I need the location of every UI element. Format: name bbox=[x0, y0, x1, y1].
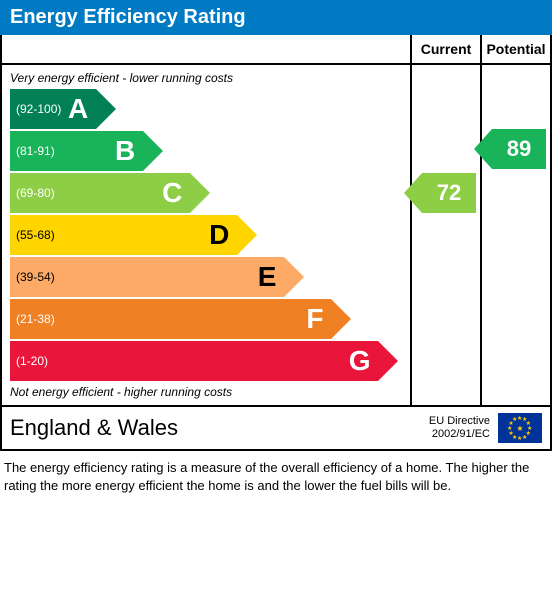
epc-chart: Energy Efficiency Rating Current Potenti… bbox=[0, 0, 552, 503]
band-f: (21-38) F bbox=[10, 299, 402, 339]
band-letter: E bbox=[258, 261, 277, 293]
scale-area: Very energy efficient - lower running co… bbox=[2, 65, 550, 405]
directive: EU Directive 2002/91/EC bbox=[429, 415, 490, 441]
region: England & Wales bbox=[10, 415, 429, 441]
band-range: (69-80) bbox=[16, 186, 55, 200]
band-range: (21-38) bbox=[16, 312, 55, 326]
header-row: Current Potential bbox=[2, 35, 550, 65]
bottom-note: Not energy efficient - higher running co… bbox=[10, 385, 402, 399]
band-d: (55-68) D bbox=[10, 215, 402, 255]
band-letter: D bbox=[209, 219, 229, 251]
col-potential: Potential bbox=[480, 35, 550, 63]
band-a: (92-100) A bbox=[10, 89, 402, 129]
eu-flag-icon: ★★★★★★★★★★★★ bbox=[498, 413, 542, 443]
band-e: (39-54) E bbox=[10, 257, 402, 297]
band-g: (1-20) G bbox=[10, 341, 402, 381]
band-range: (92-100) bbox=[16, 102, 61, 116]
caption: The energy efficiency rating is a measur… bbox=[0, 451, 552, 503]
bands-column: Very energy efficient - lower running co… bbox=[2, 65, 410, 405]
top-note: Very energy efficient - lower running co… bbox=[10, 71, 402, 85]
band-range: (1-20) bbox=[16, 354, 48, 368]
footer: England & Wales EU Directive 2002/91/EC … bbox=[2, 405, 550, 449]
band-b: (81-91) B bbox=[10, 131, 402, 171]
title: Energy Efficiency Rating bbox=[0, 0, 552, 35]
band-letter: G bbox=[349, 345, 371, 377]
band-range: (39-54) bbox=[16, 270, 55, 284]
rating-table: Current Potential Very energy efficient … bbox=[0, 35, 552, 451]
potential-rating: 89 bbox=[492, 129, 546, 169]
col-current: Current bbox=[410, 35, 480, 63]
band-letter: F bbox=[306, 303, 323, 335]
current-column: 72 bbox=[410, 65, 480, 405]
band-letter: A bbox=[68, 93, 88, 125]
band-range: (81-91) bbox=[16, 144, 55, 158]
current-rating: 72 bbox=[422, 173, 476, 213]
band-range: (55-68) bbox=[16, 228, 55, 242]
potential-column: 89 bbox=[480, 65, 550, 405]
band-letter: B bbox=[115, 135, 135, 167]
band-c: (69-80) C bbox=[10, 173, 402, 213]
band-letter: C bbox=[162, 177, 182, 209]
